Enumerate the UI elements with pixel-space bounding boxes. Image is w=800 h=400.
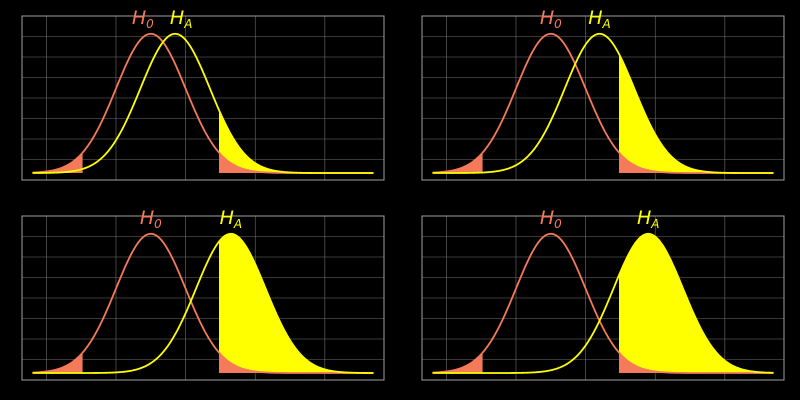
ha-power-area xyxy=(619,233,774,374)
h0-left-alpha-area xyxy=(432,352,483,374)
h0-label: H0 xyxy=(540,7,562,31)
h0-curve xyxy=(432,232,774,374)
h0-left-alpha-area xyxy=(432,152,483,174)
plot-frame xyxy=(21,215,385,381)
h0-right-alpha-area xyxy=(219,152,374,174)
panel-top-left: H0 HA xyxy=(21,7,385,181)
ha-curve xyxy=(432,32,774,174)
plot-frame xyxy=(421,215,785,381)
h0-label: H0 xyxy=(540,207,562,231)
ha-power-area xyxy=(219,233,374,374)
ha-curve xyxy=(32,232,374,374)
grid xyxy=(422,16,784,180)
h0-right-alpha-area xyxy=(619,152,774,174)
h0-left-alpha-area xyxy=(32,352,83,374)
h0-label: H0 xyxy=(140,207,162,231)
h0-label: H0 xyxy=(132,7,154,31)
plot-frame xyxy=(21,15,385,181)
panel-bottom-left: H0 HA xyxy=(21,207,385,381)
h0-left-alpha-area xyxy=(32,152,83,174)
ha-label: HA xyxy=(588,7,611,31)
h0-right-alpha-area xyxy=(619,352,774,374)
panel-bottom-right: H0 HA xyxy=(421,207,785,381)
plot-frame xyxy=(421,15,785,181)
grid xyxy=(22,16,384,180)
h0-curve xyxy=(32,232,374,374)
h0-right-alpha-area xyxy=(219,352,374,374)
ha-curve xyxy=(32,32,374,174)
ha-label: HA xyxy=(170,7,193,31)
panel-top-right: H0 HA xyxy=(421,7,785,181)
ha-label: HA xyxy=(637,207,660,231)
ha-curve xyxy=(432,232,774,374)
ha-label: HA xyxy=(220,207,243,231)
ha-power-area xyxy=(619,54,774,174)
